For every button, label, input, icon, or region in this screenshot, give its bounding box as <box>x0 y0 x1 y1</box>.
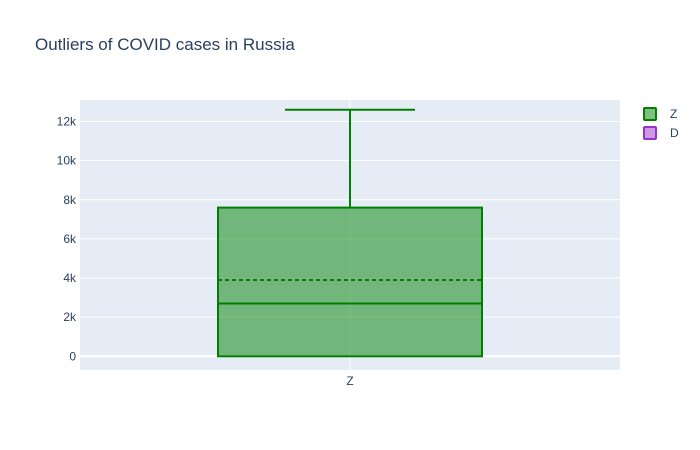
y-tick-label: 0 <box>69 349 76 363</box>
legend-label: D <box>670 126 679 140</box>
legend-item-z[interactable]: Z <box>643 107 677 121</box>
y-tick-label: 10k <box>57 154 77 168</box>
y-tick-label: 6k <box>63 232 77 246</box>
box-body[interactable] <box>217 206 483 358</box>
chart-title: Outliers of COVID cases in Russia <box>35 35 295 54</box>
legend-swatch <box>643 126 657 140</box>
legend-item-d[interactable]: D <box>643 126 679 140</box>
x-tick-label: Z <box>346 374 353 388</box>
legend-label: Z <box>670 107 677 121</box>
y-tick-label: 2k <box>63 310 77 324</box>
y-tick-label: 4k <box>63 271 77 285</box>
y-tick-label: 8k <box>63 193 77 207</box>
y-tick-label: 12k <box>57 115 77 129</box>
legend-swatch <box>643 107 657 121</box>
